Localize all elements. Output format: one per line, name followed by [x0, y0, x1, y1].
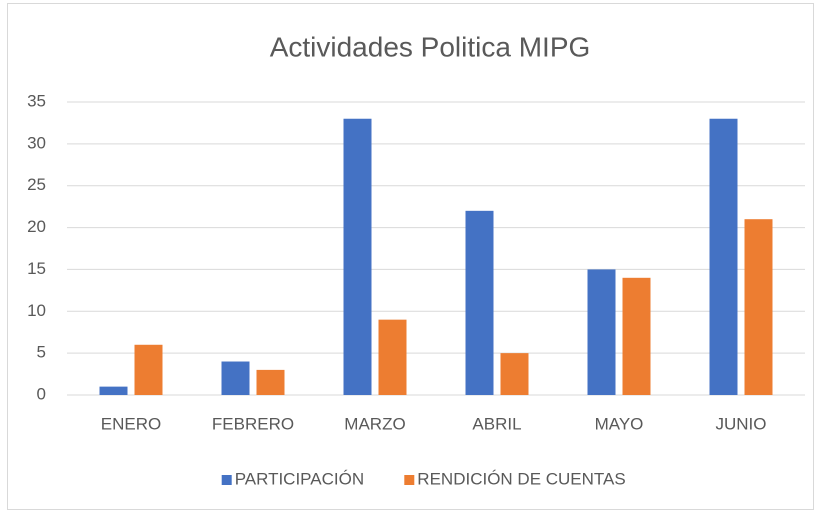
bar [744, 219, 773, 395]
x-tick-label: JUNIO [716, 414, 767, 433]
bar [622, 277, 651, 395]
y-tick-label: 10 [27, 301, 46, 320]
bar [500, 353, 529, 395]
chart-border [7, 3, 814, 510]
bar [256, 369, 285, 395]
y-tick-label: 0 [37, 384, 46, 403]
y-tick-label: 20 [27, 217, 46, 236]
bar [587, 269, 616, 395]
bar [465, 210, 494, 395]
x-tick-label: MARZO [344, 414, 405, 433]
y-tick-label: 5 [37, 343, 46, 362]
x-tick-label: ABRIL [472, 414, 521, 433]
bar [134, 344, 163, 395]
bar [221, 361, 250, 395]
x-tick-label: FEBRERO [212, 414, 294, 433]
y-tick-label: 15 [27, 259, 46, 278]
legend-label: PARTICIPACIÓN [235, 469, 364, 488]
x-tick-label: MAYO [595, 414, 644, 433]
bar [709, 118, 738, 395]
bar [99, 386, 128, 395]
bar [343, 118, 372, 395]
bar [378, 319, 407, 395]
legend-swatch [404, 475, 415, 485]
legend-label: RENDICIÓN DE CUENTAS [417, 469, 625, 488]
chart-title: Actividades Politica MIPG [270, 31, 591, 62]
x-tick-label: ENERO [101, 414, 161, 433]
legend-swatch [221, 475, 232, 485]
y-tick-label: 35 [27, 91, 46, 110]
y-tick-label: 30 [27, 133, 46, 152]
y-tick-label: 25 [27, 175, 46, 194]
